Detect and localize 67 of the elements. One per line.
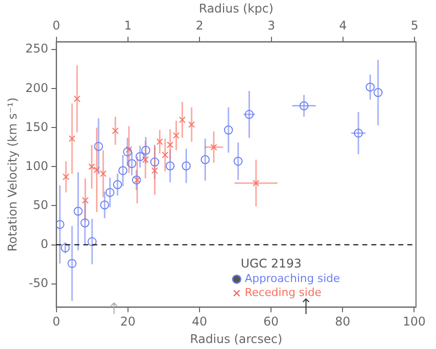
- point: [234, 156, 243, 166]
- point: [244, 110, 254, 119]
- y-tick-label: 200: [25, 80, 48, 95]
- point: [118, 166, 128, 176]
- point: [142, 156, 149, 163]
- x2-tick-label: 1: [124, 18, 132, 33]
- x-tick-label: 0: [52, 314, 60, 329]
- point: [210, 144, 218, 151]
- point: [224, 126, 233, 135]
- y-tick-label: -50: [28, 276, 48, 290]
- y-axis-title: Rotation Velocity (km s⁻¹): [5, 97, 20, 252]
- legend-label: Receding side: [244, 286, 322, 300]
- legend-title: UGC 2193: [240, 256, 302, 270]
- point: [178, 116, 186, 124]
- point: [200, 155, 210, 164]
- point: [366, 82, 375, 92]
- point: [82, 196, 89, 204]
- point: [56, 220, 64, 229]
- x-axis-title: Radius (arcsec): [190, 332, 282, 346]
- point: [112, 127, 119, 134]
- y-tick-label: 0: [40, 236, 48, 251]
- point: [80, 218, 90, 228]
- point: [93, 166, 100, 174]
- point: [136, 152, 145, 162]
- x2-tick-label: 5: [410, 18, 418, 33]
- point: [62, 174, 70, 180]
- x-tick-label: 40: [192, 314, 208, 329]
- point: [151, 167, 158, 174]
- point: [94, 142, 104, 151]
- x2-tick-label: 3: [267, 18, 276, 33]
- x-tick-label: 80: [334, 314, 350, 329]
- legend-label: Approaching side: [244, 272, 340, 286]
- x-tick-label: 20: [120, 314, 136, 329]
- point: [354, 128, 363, 138]
- point: [141, 146, 150, 155]
- point: [166, 142, 174, 148]
- x2-tick-label: 4: [339, 18, 347, 33]
- point: [105, 188, 114, 197]
- point: [126, 146, 132, 153]
- point: [182, 161, 191, 170]
- point: [252, 180, 260, 186]
- point: [68, 135, 76, 142]
- point: [127, 159, 136, 168]
- x2-tick-label: 2: [196, 18, 204, 33]
- point: [188, 121, 195, 128]
- point: [88, 237, 97, 246]
- point: [74, 206, 83, 216]
- y-tick-label: 100: [25, 158, 48, 173]
- point: [100, 170, 107, 178]
- point: [299, 101, 308, 110]
- x2-tick-label: 0: [52, 18, 60, 33]
- point: [172, 132, 180, 139]
- point: [150, 158, 160, 167]
- y-tick-label: 150: [25, 120, 48, 134]
- x-tick-label: 100: [402, 314, 426, 329]
- point: [166, 161, 175, 170]
- point: [60, 243, 70, 252]
- x-tick-label: 60: [263, 314, 279, 329]
- y-tick-label: 50: [33, 198, 48, 212]
- point: [113, 180, 122, 190]
- y-tick-label: 250: [25, 42, 48, 56]
- point: [123, 147, 132, 156]
- point: [68, 258, 77, 268]
- point: [374, 88, 383, 98]
- x2-axis-title: Radius (kpc): [198, 1, 274, 16]
- point: [100, 200, 110, 210]
- point: [88, 163, 96, 170]
